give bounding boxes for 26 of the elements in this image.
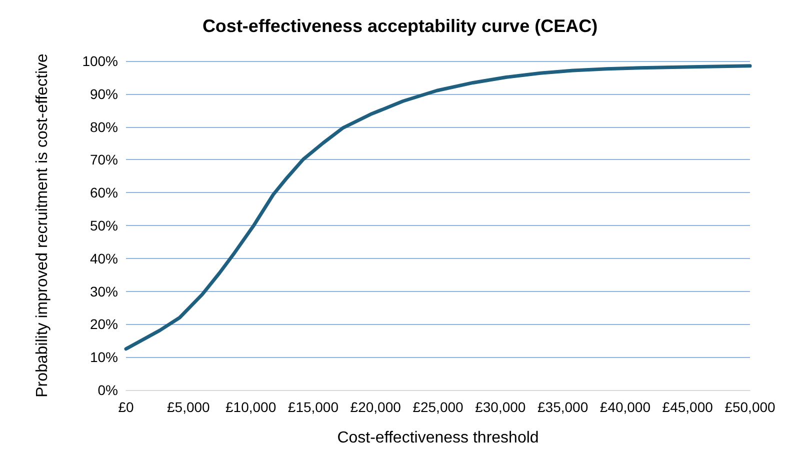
line-series — [124, 64, 752, 351]
x-tick-label: £25,000 — [412, 399, 464, 415]
y-axis-title: Probability improved recruitment is cost-effective — [34, 53, 51, 398]
y-tick-label: 70% — [90, 152, 118, 168]
y-tick-label: 80% — [90, 118, 118, 135]
x-tick-label: £40,000 — [600, 399, 651, 415]
x-tick-label: £35,000 — [537, 399, 588, 415]
x-tick-label: £10,000 — [225, 399, 276, 415]
x-tick-label: £0 — [118, 399, 134, 415]
y-tick-label: 100% — [82, 53, 118, 69]
y-tick-label: 60% — [90, 184, 118, 201]
x-tick-label: £15,000 — [288, 399, 339, 415]
chart-title: Cost-effectiveness acceptability curve (CEAC) — [202, 16, 598, 36]
x-tick-label: £50,000 — [724, 399, 776, 415]
y-tick-label: 90% — [90, 86, 118, 102]
y-tick-label: 20% — [90, 316, 118, 332]
x-axis-title: Cost-effectiveness threshold — [337, 430, 539, 446]
y-tick-label: 0% — [98, 382, 118, 398]
y-tick-label: 10% — [90, 349, 118, 366]
x-tick-label: £5,000 — [166, 399, 210, 415]
x-tick-label: £30,000 — [475, 399, 526, 415]
x-tick-label: £45,000 — [662, 399, 714, 415]
y-tick-label: 30% — [90, 283, 118, 300]
y-tick-label: 40% — [90, 250, 118, 266]
x-tick-label: £20,000 — [350, 399, 402, 415]
y-tick-label: 50% — [90, 218, 118, 234]
